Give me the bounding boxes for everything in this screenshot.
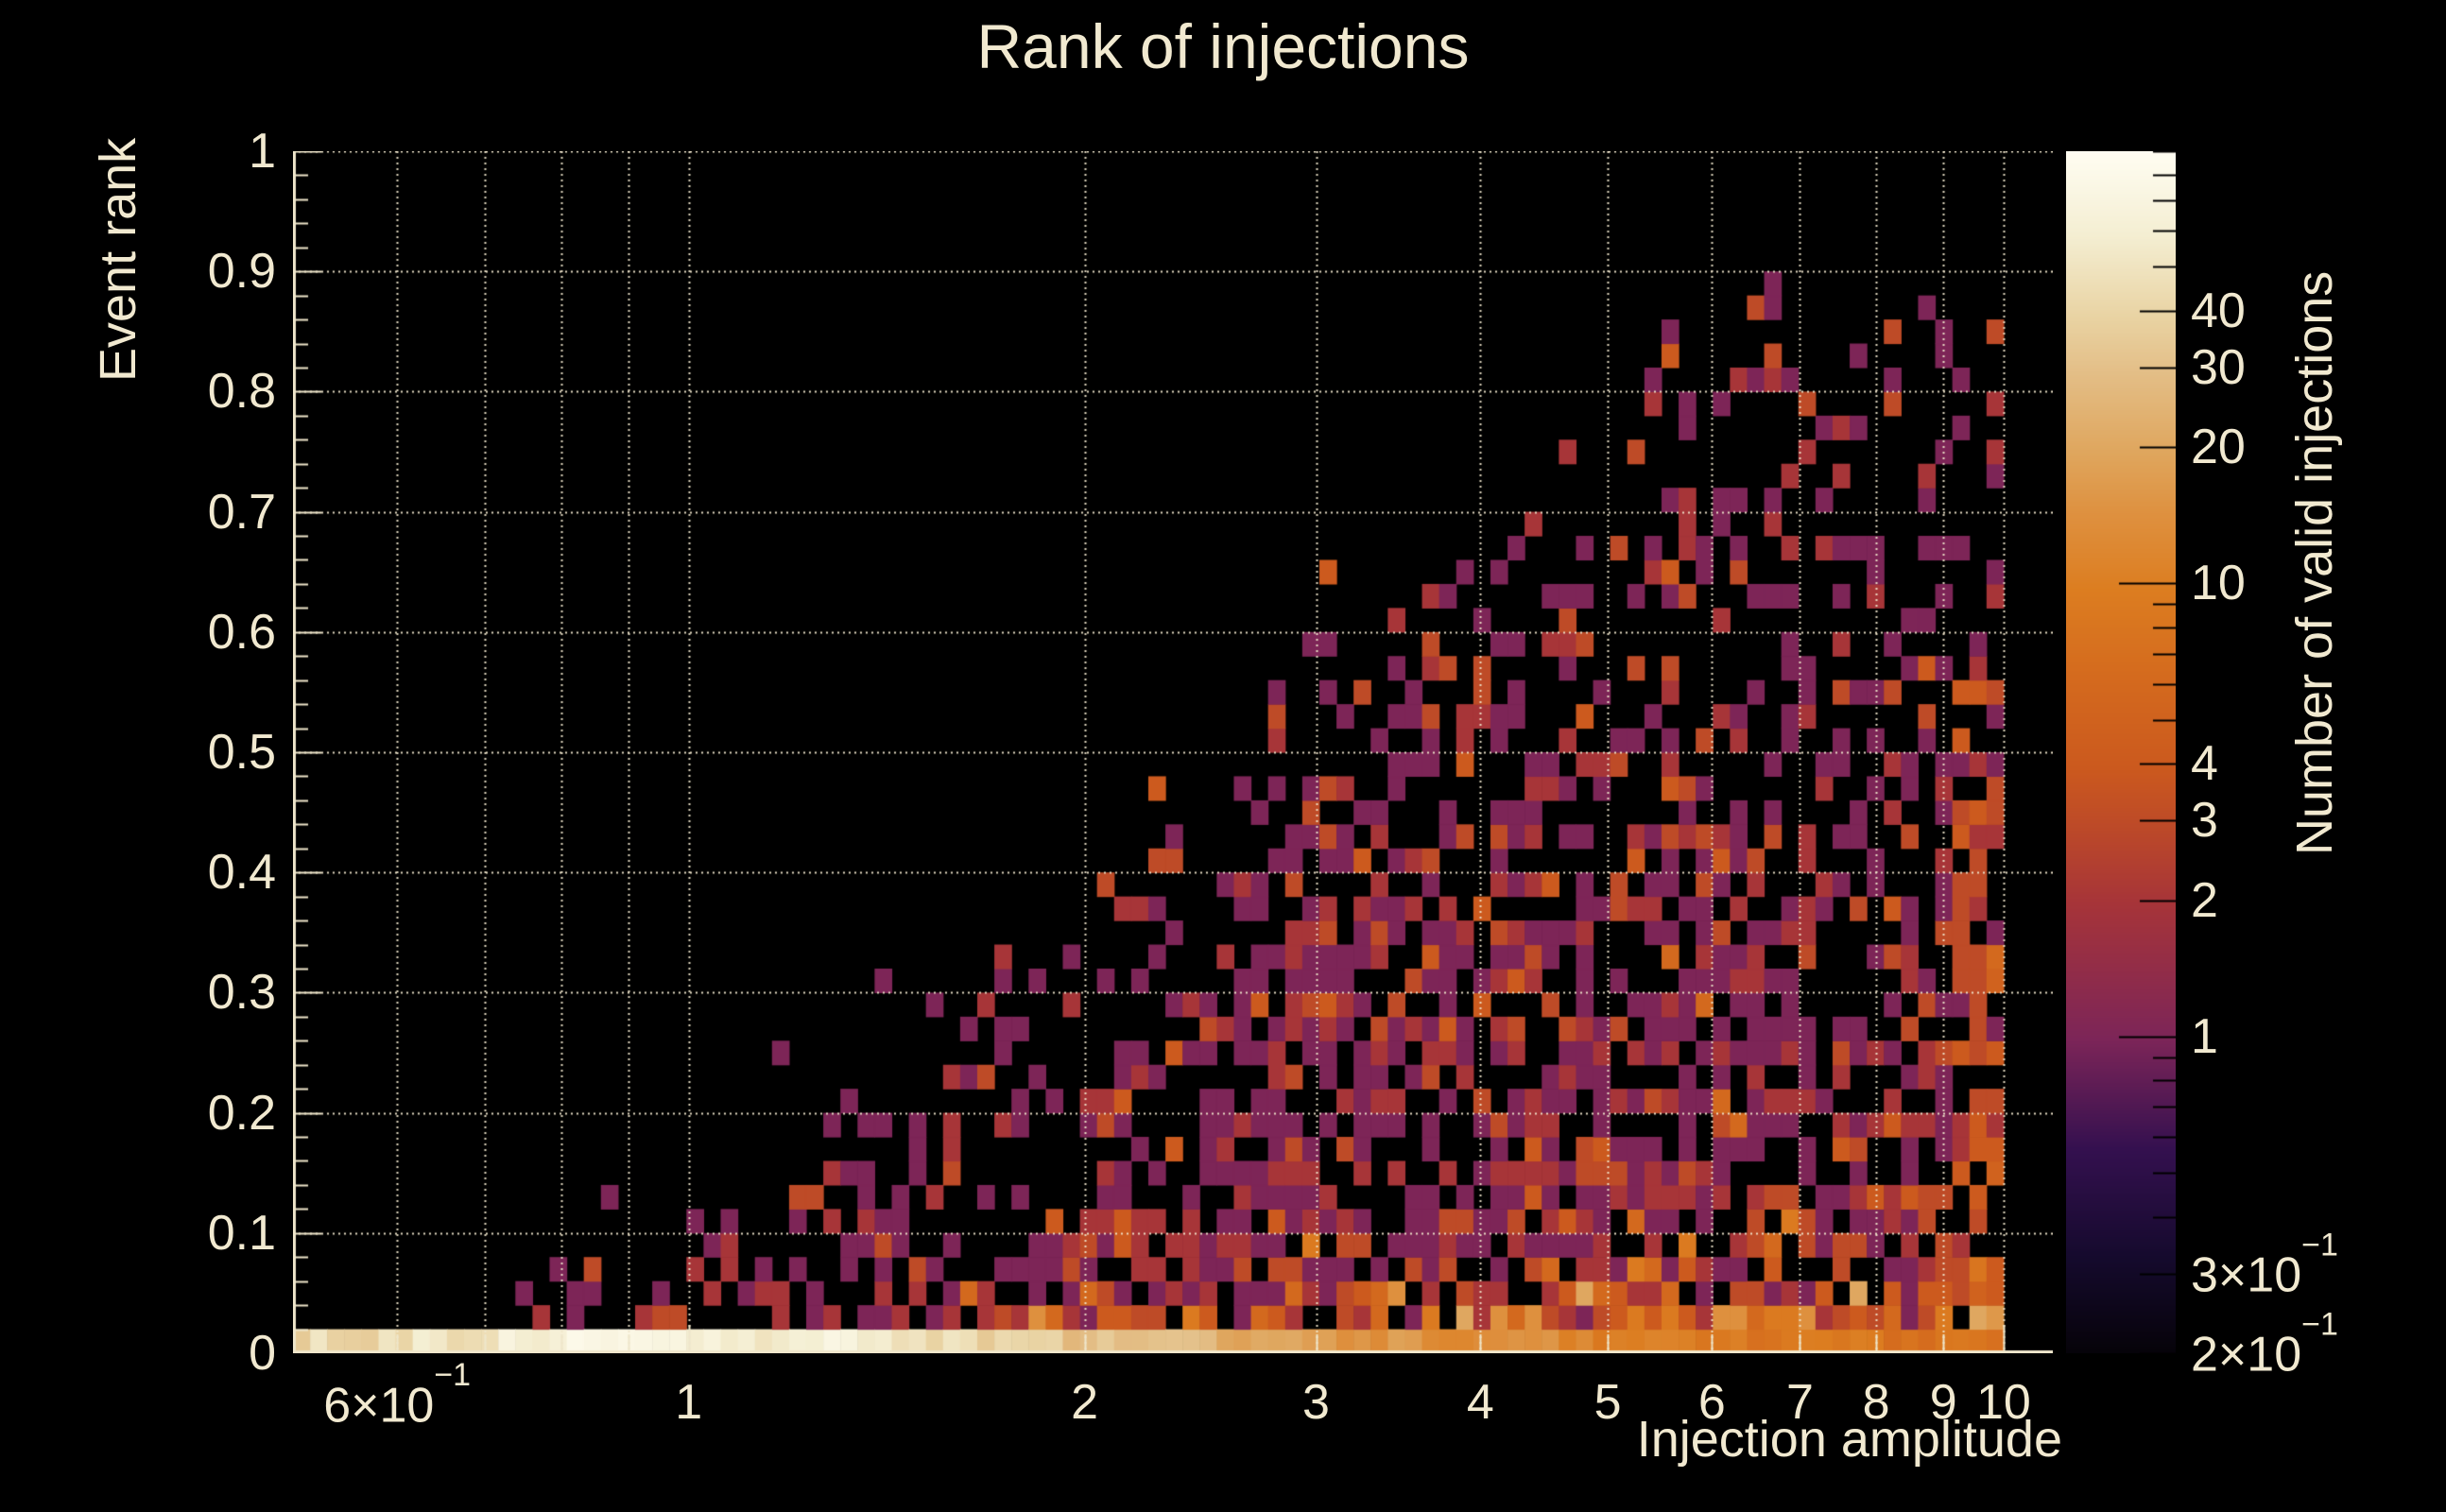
x-tick-label: 9: [1929, 1375, 1957, 1430]
y-tick-label: 0.9: [207, 244, 276, 300]
colorbar-tick-label: 3: [2191, 793, 2218, 849]
colorbar-canvas: [2066, 151, 2176, 1353]
colorbar-tick-label: 4: [2191, 736, 2218, 792]
y-axis-title: Event rank: [90, 137, 146, 382]
x-tick-label: 4: [1466, 1375, 1494, 1430]
y-tick-label: 1: [249, 124, 276, 179]
y-tick-label: 0.3: [207, 965, 276, 1021]
colorbar-title: Number of valid injections: [2286, 270, 2343, 855]
x-tick-label: 6×10−1: [323, 1357, 472, 1434]
chart-title: Rank of injections: [976, 11, 1470, 81]
y-tick-label: 0.2: [207, 1085, 276, 1141]
colorbar-tick-label: 30: [2191, 339, 2246, 395]
x-axis-title: Injection amplitude: [1636, 1411, 2062, 1468]
colorbar-tick-label: 20: [2191, 420, 2246, 475]
x-tick-label: 2: [1071, 1375, 1099, 1430]
x-tick-label: 7: [1785, 1375, 1814, 1430]
y-tick-label: 0.6: [207, 604, 276, 660]
x-tick-label: 3: [1302, 1375, 1330, 1430]
heatmap-canvas: [293, 151, 2053, 1353]
x-tick-label: 1: [675, 1375, 703, 1430]
colorbar-tick-label: 2×10−1: [2191, 1306, 2338, 1383]
y-tick-label: 0: [249, 1326, 276, 1381]
y-tick-label: 0.5: [207, 725, 276, 780]
x-tick-label: 10: [1976, 1375, 2031, 1430]
y-tick-label: 0.7: [207, 484, 276, 540]
colorbar-tick-label: 40: [2191, 283, 2246, 338]
colorbar-tick-label: 1: [2191, 1008, 2218, 1064]
colorbar-tick-label: 2: [2191, 872, 2218, 928]
y-tick-label: 0.8: [207, 364, 276, 420]
colorbar-tick-label: 10: [2191, 556, 2246, 611]
x-tick-label: 5: [1593, 1375, 1622, 1430]
y-tick-label: 0.1: [207, 1205, 276, 1261]
y-tick-label: 0.4: [207, 845, 276, 901]
colorbar-tick-label: 3×10−1: [2191, 1226, 2338, 1303]
x-tick-label: 6: [1697, 1375, 1726, 1430]
x-tick-label: 8: [1862, 1375, 1890, 1430]
